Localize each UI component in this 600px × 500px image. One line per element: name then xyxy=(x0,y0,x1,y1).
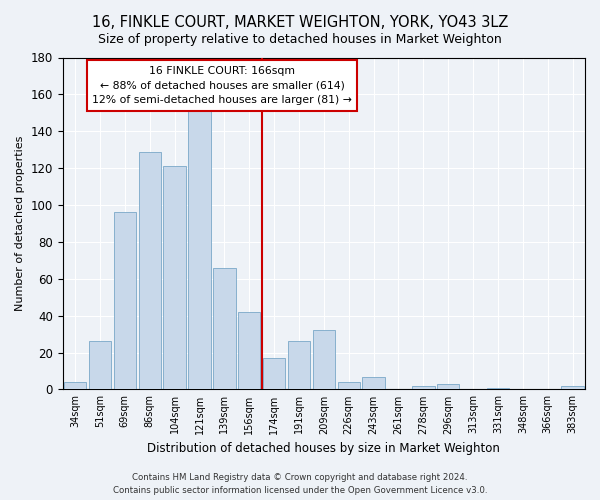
Bar xyxy=(562,386,584,390)
Bar xyxy=(263,358,285,390)
Text: 16, FINKLE COURT, MARKET WEIGHTON, YORK, YO43 3LZ: 16, FINKLE COURT, MARKET WEIGHTON, YORK,… xyxy=(92,15,508,30)
Text: Size of property relative to detached houses in Market Weighton: Size of property relative to detached ho… xyxy=(98,32,502,46)
Bar xyxy=(89,342,111,390)
Bar xyxy=(139,152,161,390)
Bar xyxy=(338,382,360,390)
Bar xyxy=(288,342,310,390)
Bar xyxy=(188,109,211,390)
Bar xyxy=(163,166,186,390)
Bar xyxy=(412,386,434,390)
Bar xyxy=(238,312,260,390)
Y-axis label: Number of detached properties: Number of detached properties xyxy=(15,136,25,311)
X-axis label: Distribution of detached houses by size in Market Weighton: Distribution of detached houses by size … xyxy=(148,442,500,455)
Bar xyxy=(362,376,385,390)
Bar xyxy=(64,382,86,390)
Bar xyxy=(113,212,136,390)
Bar xyxy=(437,384,460,390)
Bar xyxy=(313,330,335,390)
Text: 16 FINKLE COURT: 166sqm
← 88% of detached houses are smaller (614)
12% of semi-d: 16 FINKLE COURT: 166sqm ← 88% of detache… xyxy=(92,66,352,106)
Bar xyxy=(213,268,236,390)
Bar xyxy=(487,388,509,390)
Text: Contains HM Land Registry data © Crown copyright and database right 2024.
Contai: Contains HM Land Registry data © Crown c… xyxy=(113,474,487,495)
